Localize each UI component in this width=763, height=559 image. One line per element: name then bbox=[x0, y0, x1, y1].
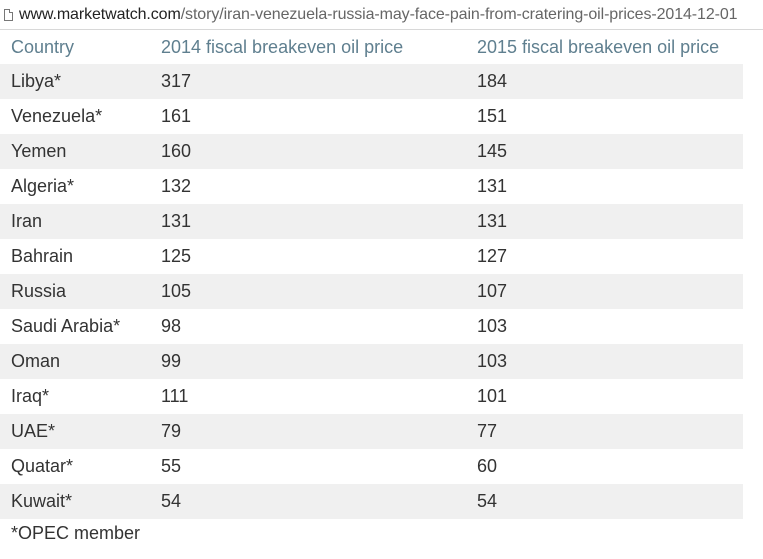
price-2015-cell: 131 bbox=[466, 204, 743, 239]
price-2014-cell: 55 bbox=[150, 449, 466, 484]
country-cell: Oman bbox=[0, 344, 150, 379]
price-2015-cell: 151 bbox=[466, 99, 743, 134]
country-cell: UAE* bbox=[0, 414, 150, 449]
country-cell: Kuwait* bbox=[0, 484, 150, 519]
country-cell: Saudi Arabia* bbox=[0, 309, 150, 344]
country-cell: Russia bbox=[0, 274, 150, 309]
table-row: Venezuela* 161 151 bbox=[0, 99, 743, 134]
table-row: Yemen 160 145 bbox=[0, 134, 743, 169]
header-2015: 2015 fiscal breakeven oil price bbox=[477, 36, 720, 57]
table-row: Quatar* 55 60 bbox=[0, 449, 743, 484]
price-2014-cell: 111 bbox=[150, 379, 466, 414]
opec-footnote: *OPEC member bbox=[11, 523, 141, 543]
country-cell: Quatar* bbox=[0, 449, 150, 484]
price-2014-cell: 79 bbox=[150, 414, 466, 449]
country-cell: Algeria* bbox=[0, 169, 150, 204]
price-2014-cell: 317 bbox=[150, 64, 466, 99]
price-2015-cell: 131 bbox=[466, 169, 743, 204]
price-2014-cell: 98 bbox=[150, 309, 466, 344]
price-2015-cell: 184 bbox=[466, 64, 743, 99]
country-cell: Yemen bbox=[0, 134, 150, 169]
table-row: Iraq* 111 101 bbox=[0, 379, 743, 414]
page-icon bbox=[4, 8, 13, 21]
country-cell: Iraq* bbox=[0, 379, 150, 414]
price-2014-cell: 160 bbox=[150, 134, 466, 169]
table-row: Algeria* 132 131 bbox=[0, 169, 743, 204]
price-2014-cell: 54 bbox=[150, 484, 466, 519]
price-2015-cell: 103 bbox=[466, 309, 743, 344]
table-header-row: Country 2014 fiscal breakeven oil price … bbox=[0, 30, 743, 64]
price-2014-cell: 125 bbox=[150, 239, 466, 274]
table-row: Iran 131 131 bbox=[0, 204, 743, 239]
table-row: Russia 105 107 bbox=[0, 274, 743, 309]
price-2015-cell: 101 bbox=[466, 379, 743, 414]
price-2014-cell: 105 bbox=[150, 274, 466, 309]
header-country: Country bbox=[11, 36, 75, 57]
country-cell: Iran bbox=[0, 204, 150, 239]
price-2015-cell: 54 bbox=[466, 484, 743, 519]
price-2015-cell: 145 bbox=[466, 134, 743, 169]
breakeven-oil-price-table: Country 2014 fiscal breakeven oil price … bbox=[0, 30, 743, 519]
price-2015-cell: 127 bbox=[466, 239, 743, 274]
price-2014-cell: 132 bbox=[150, 169, 466, 204]
price-2015-cell: 77 bbox=[466, 414, 743, 449]
table-row: Oman 99 103 bbox=[0, 344, 743, 379]
table-row: Libya* 317 184 bbox=[0, 64, 743, 99]
country-cell: Libya* bbox=[0, 64, 150, 99]
price-2014-cell: 131 bbox=[150, 204, 466, 239]
price-2015-cell: 103 bbox=[466, 344, 743, 379]
table-row: Kuwait* 54 54 bbox=[0, 484, 743, 519]
price-2015-cell: 60 bbox=[466, 449, 743, 484]
url-host: www.marketwatch.com bbox=[19, 5, 181, 23]
header-2014: 2014 fiscal breakeven oil price bbox=[161, 36, 404, 57]
table-row: UAE* 79 77 bbox=[0, 414, 743, 449]
price-2014-cell: 99 bbox=[150, 344, 466, 379]
country-cell: Venezuela* bbox=[0, 99, 150, 134]
url-text[interactable]: www.marketwatch.com/story/iran-venezuela… bbox=[19, 5, 738, 24]
country-cell: Bahrain bbox=[0, 239, 150, 274]
address-bar[interactable]: www.marketwatch.com/story/iran-venezuela… bbox=[0, 0, 763, 30]
url-path: /story/iran-venezuela-russia-may-face-pa… bbox=[180, 5, 738, 23]
table-row: Saudi Arabia* 98 103 bbox=[0, 309, 743, 344]
price-2014-cell: 161 bbox=[150, 99, 466, 134]
table-row: Bahrain 125 127 bbox=[0, 239, 743, 274]
price-2015-cell: 107 bbox=[466, 274, 743, 309]
